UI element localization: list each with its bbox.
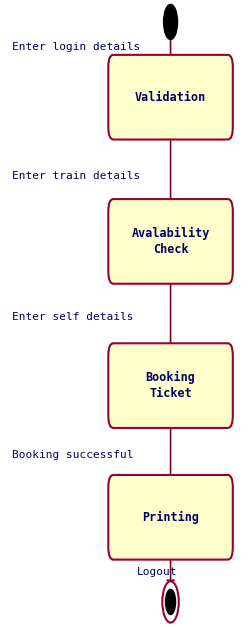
FancyBboxPatch shape: [108, 475, 233, 559]
Text: Printing: Printing: [142, 511, 199, 524]
FancyBboxPatch shape: [108, 55, 233, 140]
Circle shape: [164, 4, 178, 40]
Circle shape: [166, 589, 176, 614]
Text: Enter train details: Enter train details: [12, 171, 141, 181]
Text: Enter self details: Enter self details: [12, 312, 134, 322]
Text: Booking successful: Booking successful: [12, 450, 134, 460]
Text: Validation: Validation: [135, 91, 206, 103]
FancyBboxPatch shape: [108, 343, 233, 428]
Text: Avalability
Check: Avalability Check: [131, 227, 210, 256]
Text: Booking
Ticket: Booking Ticket: [146, 371, 195, 400]
Text: Logout: Logout: [137, 567, 178, 577]
FancyBboxPatch shape: [108, 199, 233, 283]
Text: Enter login details: Enter login details: [12, 42, 141, 52]
